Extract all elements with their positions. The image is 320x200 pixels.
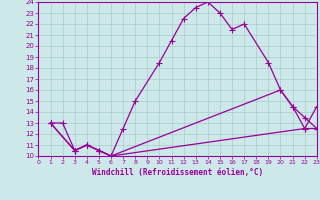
X-axis label: Windchill (Refroidissement éolien,°C): Windchill (Refroidissement éolien,°C): [92, 168, 263, 177]
